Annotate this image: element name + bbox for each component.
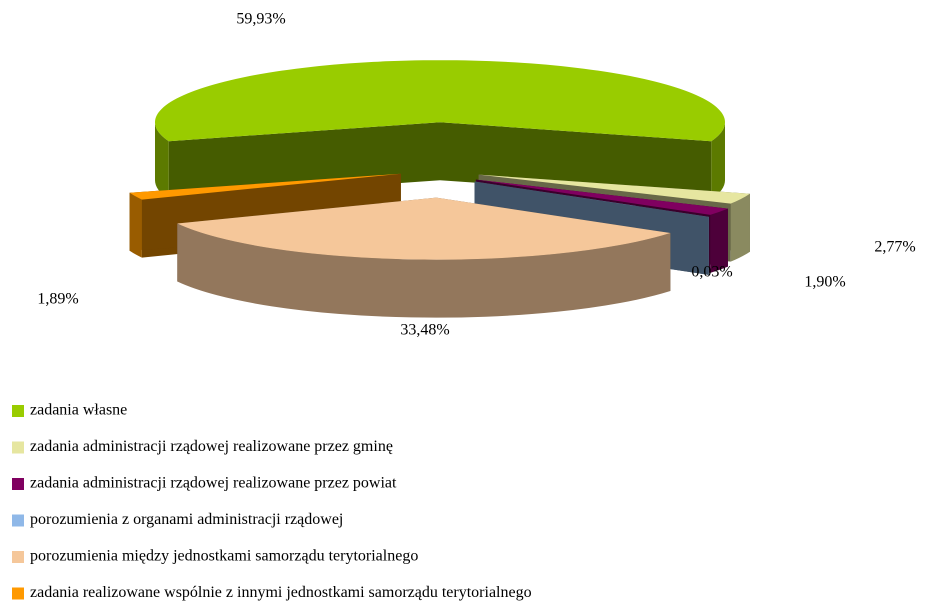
legend-label: zadania administracji rządowej realizowa… bbox=[30, 475, 397, 492]
legend-swatch bbox=[12, 551, 24, 563]
legend-swatch bbox=[12, 514, 24, 527]
data-label: 59,93% bbox=[236, 11, 285, 28]
legend-label: zadania administracji rządowej realizowa… bbox=[30, 438, 393, 455]
slice-top bbox=[129, 173, 401, 200]
data-label: 0,03% bbox=[691, 264, 732, 281]
data-label: 2,77% bbox=[874, 239, 915, 256]
legend-swatch bbox=[12, 405, 24, 417]
slice-side bbox=[730, 193, 750, 262]
slice bbox=[155, 60, 726, 200]
slice-side bbox=[710, 208, 728, 273]
slice-side bbox=[177, 223, 671, 318]
slice-top bbox=[177, 197, 671, 260]
slice-top bbox=[478, 174, 750, 204]
slice-side bbox=[155, 122, 169, 200]
legend-label: porozumienia z organami administracji rz… bbox=[30, 511, 343, 528]
data-label: 33,48% bbox=[400, 322, 449, 339]
legend-label: porozumienia między jednostkami samorząd… bbox=[30, 548, 418, 565]
legend-swatch bbox=[12, 478, 24, 490]
legend-swatch bbox=[12, 587, 24, 600]
slice bbox=[177, 197, 671, 318]
slice-side bbox=[711, 122, 725, 200]
slice-side bbox=[129, 192, 142, 258]
slice-top bbox=[155, 60, 726, 142]
legend-swatch bbox=[12, 441, 24, 454]
legend-label: zadania realizowane wspólnie z innymi je… bbox=[30, 584, 532, 601]
legend-label: zadania własne bbox=[30, 402, 127, 419]
slice-top bbox=[474, 181, 709, 217]
data-label: 1,89% bbox=[37, 291, 78, 308]
data-label: 1,90% bbox=[804, 274, 845, 291]
slice-top bbox=[475, 179, 728, 215]
